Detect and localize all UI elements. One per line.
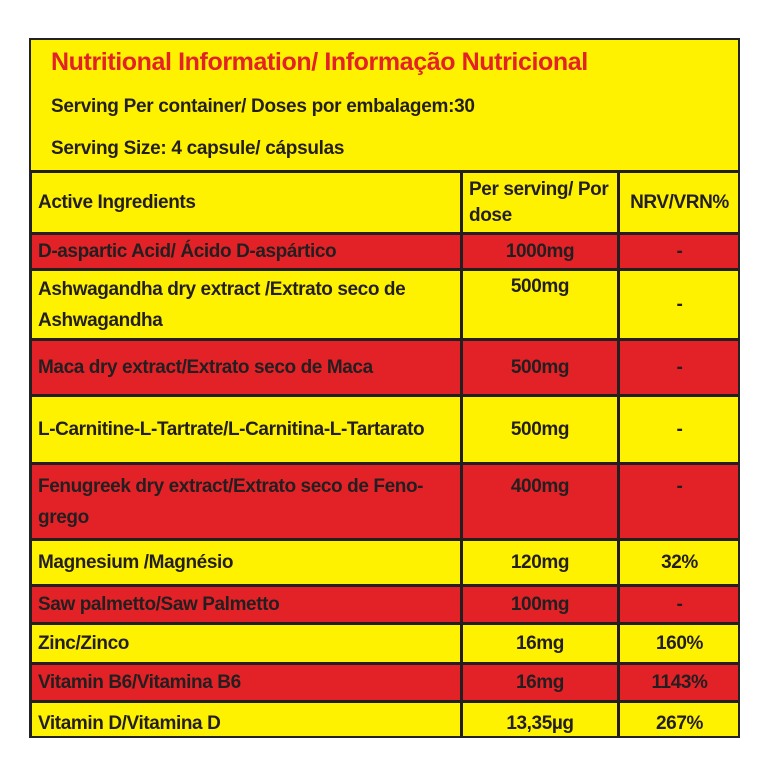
nrv-value: - [617, 268, 738, 341]
per-serving-value: 16mg [460, 662, 620, 703]
nrv-value: 267% [617, 700, 738, 736]
table-row: Ashwagandha dry extract /Extrato seco de… [31, 268, 738, 341]
nrv-value: 32% [617, 538, 738, 587]
ingredient-name: Fenugreek dry extract/Extrato seco de Fe… [31, 462, 463, 541]
ingredient-name: Saw palmetto/Saw Palmetto [31, 584, 463, 625]
per-serving-value: 100mg [460, 584, 620, 625]
column-header-ingredients: Active Ingredients [31, 170, 463, 235]
per-serving-value: 1000mg [460, 232, 620, 271]
per-serving-value: 120mg [460, 538, 620, 587]
ingredient-name: Maca dry extract/Extrato seco de Maca [31, 338, 463, 397]
ingredient-name: Ashwagandha dry extract /Extrato seco de… [31, 268, 463, 341]
column-header-nrv: NRV/VRN% [617, 170, 738, 235]
nrv-value: 160% [617, 622, 738, 665]
per-serving-value: 500mg [460, 394, 620, 465]
per-serving-value: 400mg [460, 462, 620, 541]
nrv-value: - [617, 584, 738, 625]
table-row: Zinc/Zinco 16mg 160% [31, 622, 738, 665]
per-serving-value: 500mg [460, 338, 620, 397]
nrv-value: - [617, 394, 738, 465]
nrv-value: - [617, 462, 738, 541]
table-row: Maca dry extract/Extrato seco de Maca 50… [31, 338, 738, 397]
table-row: D-aspartic Acid/ Ácido D-aspártico 1000m… [31, 232, 738, 271]
label-title: Nutritional Information/ Informação Nutr… [51, 48, 588, 76]
ingredient-name: Vitamin D/Vitamina D [31, 700, 463, 736]
ingredient-name: Magnesium /Magnésio [31, 538, 463, 587]
per-serving-value: 16mg [460, 622, 620, 665]
per-serving-value: 500mg [460, 268, 620, 341]
nutrition-table: Active Ingredients Per serving/ Por dose… [31, 170, 738, 736]
ingredient-name: Vitamin B6/Vitamina B6 [31, 662, 463, 703]
ingredient-name: D-aspartic Acid/ Ácido D-aspártico [31, 232, 463, 271]
table-row: Vitamin D/Vitamina D 13,35µg 267% [31, 700, 738, 736]
nrv-value: - [617, 232, 738, 271]
nrv-value: - [617, 338, 738, 397]
column-header-per-serving: Per serving/ Por dose [460, 170, 620, 235]
nutrition-label: Nutritional Information/ Informação Nutr… [29, 38, 740, 738]
table-header-row: Active Ingredients Per serving/ Por dose… [31, 170, 738, 235]
table-row: Magnesium /Magnésio 120mg 32% [31, 538, 738, 587]
per-serving-value: 13,35µg [460, 700, 620, 736]
table-row: Fenugreek dry extract/Extrato seco de Fe… [31, 462, 738, 541]
table-row: L-Carnitine-L-Tartrate/L-Carnitina-L-Tar… [31, 394, 738, 465]
table-row: Saw palmetto/Saw Palmetto 100mg - [31, 584, 738, 625]
ingredient-name: L-Carnitine-L-Tartrate/L-Carnitina-L-Tar… [31, 394, 463, 465]
nrv-value: 1143% [617, 662, 738, 703]
serving-size: Serving Size: 4 capsule/ cápsulas [51, 138, 345, 159]
ingredient-name: Zinc/Zinco [31, 622, 463, 665]
table-row: Vitamin B6/Vitamina B6 16mg 1143% [31, 662, 738, 703]
servings-per-container: Serving Per container/ Doses por embalag… [51, 96, 475, 117]
